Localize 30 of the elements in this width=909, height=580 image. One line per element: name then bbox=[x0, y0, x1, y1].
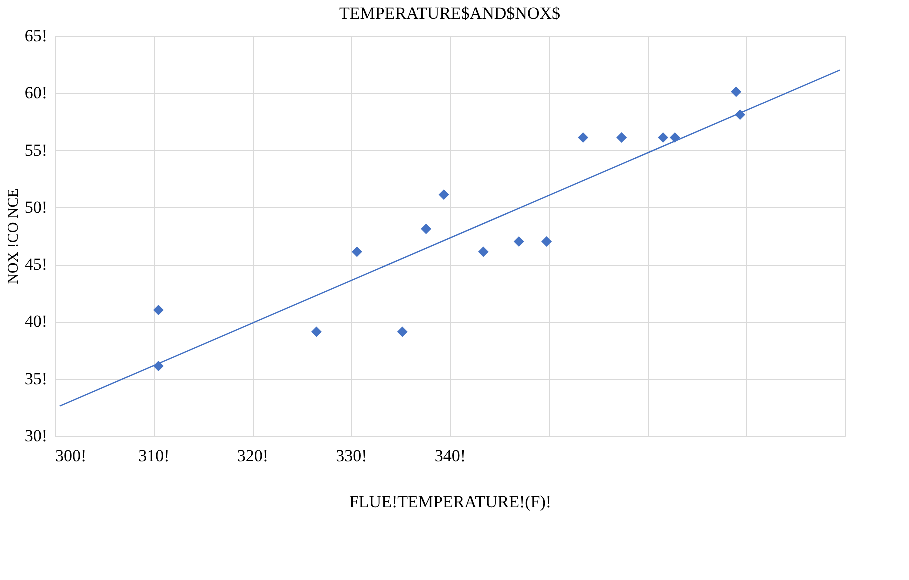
y-tick-label: 40! bbox=[24, 312, 48, 332]
point bbox=[514, 236, 524, 247]
chart-title: TEMPERATURE$AND$NOX$ bbox=[340, 4, 560, 23]
point bbox=[542, 236, 552, 247]
x-tick-label: 320! bbox=[237, 446, 269, 466]
x-tick-label: 300! bbox=[56, 446, 87, 466]
y-tick-label: 60! bbox=[24, 84, 48, 103]
point bbox=[311, 326, 322, 338]
y-tick-label: 55! bbox=[24, 140, 48, 160]
point bbox=[397, 326, 408, 338]
point bbox=[478, 246, 489, 258]
y-tick-label: 50! bbox=[24, 198, 48, 217]
y-tick-label: 45! bbox=[24, 255, 48, 274]
y-tick-label: 30! bbox=[24, 426, 48, 446]
point bbox=[616, 132, 628, 143]
x-tick-label: 330! bbox=[336, 446, 368, 466]
point bbox=[658, 132, 669, 143]
x-tick-label: 310! bbox=[138, 446, 170, 466]
x-axis-title: FLUE!TEMPERATURE!(F)! bbox=[349, 492, 552, 512]
point bbox=[578, 132, 589, 143]
point bbox=[153, 305, 164, 316]
point bbox=[438, 190, 450, 200]
point bbox=[670, 132, 680, 143]
point bbox=[352, 246, 362, 258]
y-tick-label: 35! bbox=[24, 369, 48, 388]
x-tick-label: 340! bbox=[434, 446, 466, 466]
y-tick-label: 65! bbox=[24, 26, 48, 46]
point bbox=[731, 86, 742, 98]
point bbox=[421, 224, 432, 234]
y-axis-title: NOX !CO NCE bbox=[6, 188, 22, 284]
